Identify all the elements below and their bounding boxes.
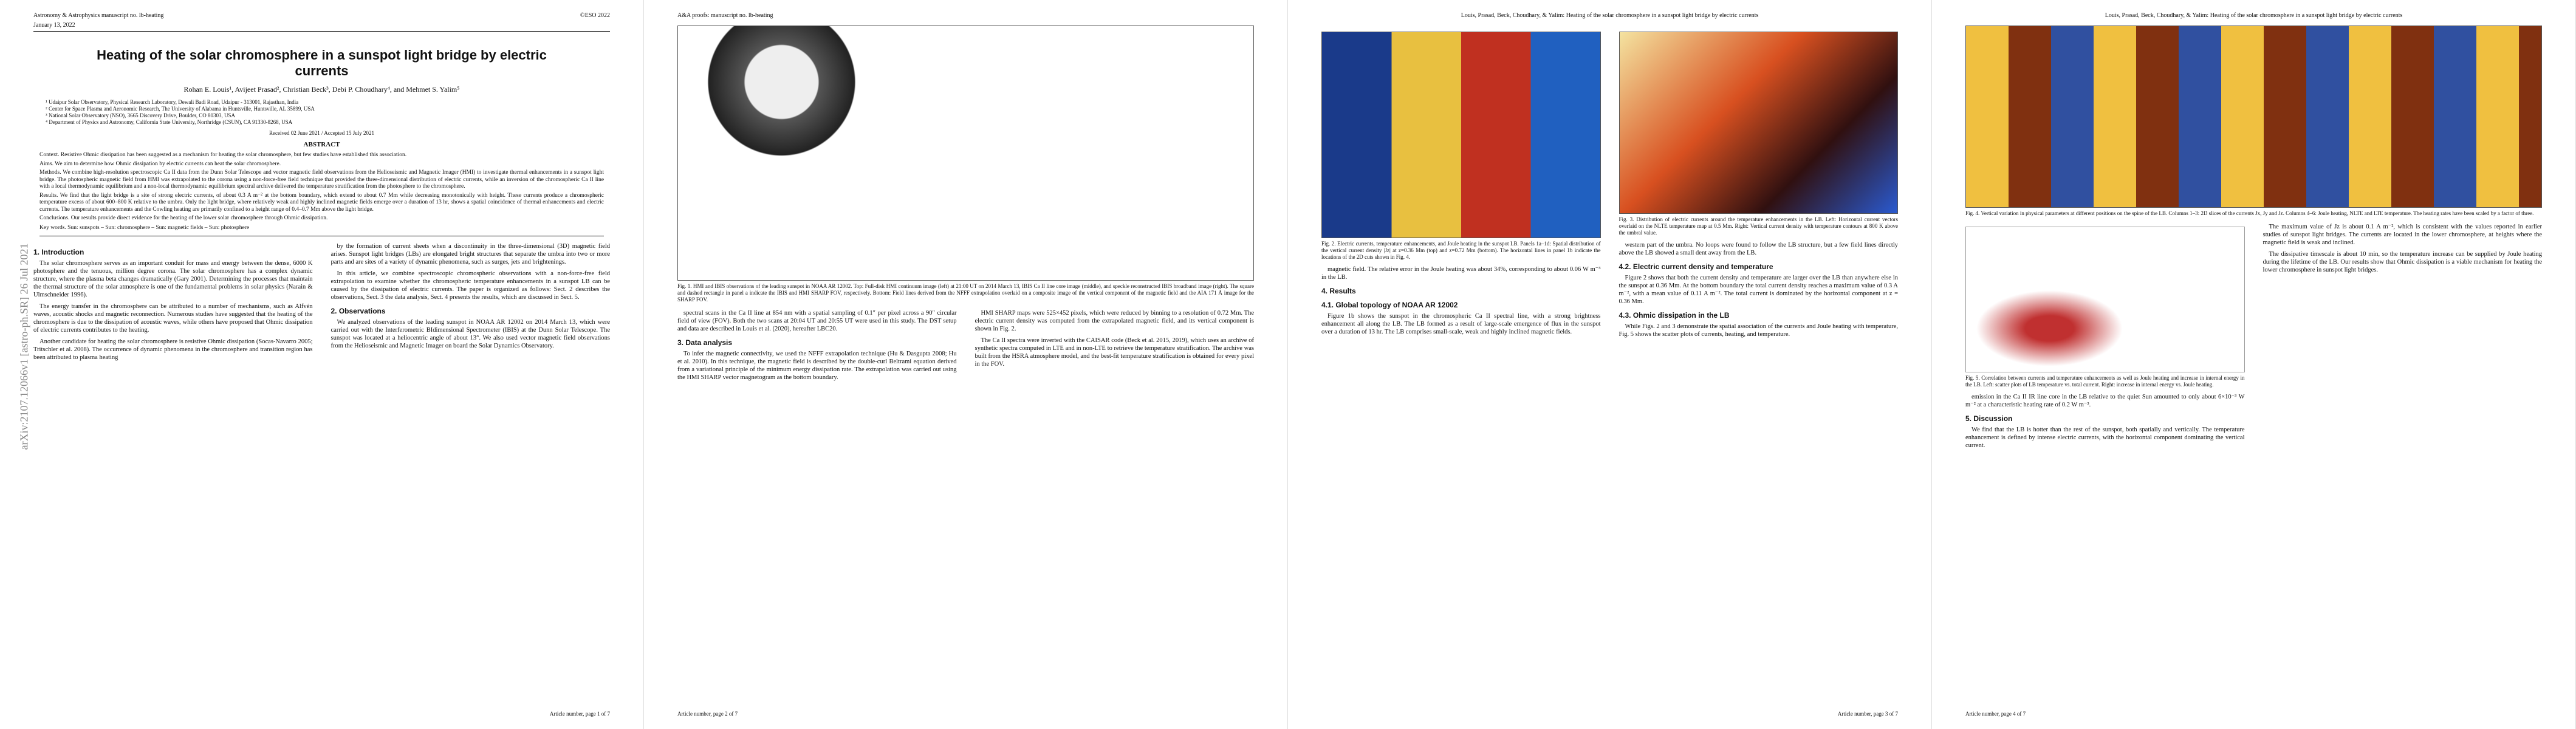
authors: Rohan E. Louis¹, Avijeet Prasad², Christ… [183, 85, 460, 94]
keywords: Key words. Sun: sunspots – Sun: chromosp… [39, 225, 604, 236]
paragraph: emission in the Ca II IR line core in th… [1965, 394, 2245, 408]
paragraph: The Ca II spectra were inverted with the… [975, 337, 1255, 368]
columns: 1. Introduction The solar chromosphere se… [33, 242, 610, 365]
column: HMI SHARP maps were 525×452 pixels, whic… [975, 309, 1255, 385]
figure: Fig. 4. Vertical variation in physical p… [1965, 26, 2542, 217]
figure: Fig. 3. Distribution of electric current… [1619, 32, 1899, 236]
column: Fig. 3. Distribution of electric current… [1619, 28, 1899, 342]
title: Heating of the solar chromosphere in a s… [97, 47, 547, 78]
figure: Fig. 5. Correlation between currents and… [1965, 227, 2245, 388]
abstract-paragraph: Results. We find that the light bridge i… [39, 192, 604, 213]
affiliation: ⁴ Department of Physics and Astronomy, C… [46, 119, 293, 125]
page-header: A&A proofs: manuscript no. lb-heating [677, 12, 1254, 22]
figure: Fig. 2. Electric currents, temperature e… [1321, 32, 1601, 261]
header-right: ©ESO 2022 [580, 12, 610, 19]
paragraph: The dissipative timescale is about 10 mi… [2263, 251, 2543, 273]
page: Louis, Prasad, Beck, Choudhary, & Yalim:… [1932, 0, 2576, 729]
abstract-paragraph: Conclusions. Our results provide direct … [39, 215, 328, 221]
abstract-paragraph: Methods. We combine high-resolution spec… [39, 169, 604, 190]
page: arXiv:2107.12066v1 [astro-ph.SR] 26 Jul … [0, 0, 644, 729]
figure-image [677, 26, 1254, 281]
arxiv-id: arXiv:2107.12066v1 [astro-ph.SR] 26 Jul … [18, 243, 30, 450]
section-heading: 2. Observations [331, 306, 386, 315]
header-left: Astronomy & Astrophysics manuscript no. … [33, 12, 164, 19]
columns: Fig. 2. Electric currents, temperature e… [1321, 28, 1898, 342]
paragraph: We analyzed observations of the leading … [331, 318, 611, 349]
section-heading: 3. Data analysis [677, 338, 733, 347]
section-heading: 4.1. Global topology of NOAA AR 12002 [1321, 301, 1458, 309]
section-heading: 5. Discussion [1965, 414, 2013, 423]
paragraph: We find that the LB is hotter than the r… [1965, 426, 2245, 449]
abstract-paragraph: Context. Resistive Ohmic dissipation has… [39, 152, 407, 158]
page-header: Astronomy & Astrophysics manuscript no. … [33, 12, 610, 22]
paragraph: HMI SHARP maps were 525×452 pixels, whic… [975, 310, 1255, 332]
column: Fig. 5. Correlation between currents and… [1965, 223, 2245, 453]
paragraph: western part of the umbra. No loops were… [1619, 242, 1899, 256]
paragraph: While Figs. 2 and 3 demonstrate the spat… [1619, 323, 1899, 338]
section-heading: 4.3. Ohmic dissipation in the LB [1619, 311, 1730, 320]
figure-image [1965, 26, 2542, 208]
figure-caption: Fig. 5. Correlation between currents and… [1965, 375, 2245, 388]
received: Received 02 June 2021 / Accepted 15 July… [269, 130, 374, 136]
paragraph: The energy transfer in the chromosphere … [33, 303, 313, 334]
section-heading: 1. Introduction [33, 247, 84, 256]
page-header: Louis, Prasad, Beck, Choudhary, & Yalim:… [1461, 12, 1759, 19]
figure-caption: Fig. 3. Distribution of electric current… [1619, 216, 1899, 236]
column: spectral scans in the Ca II line at 854 … [677, 309, 957, 385]
paragraph: by the formation of current sheets when … [331, 242, 611, 265]
paragraph: Figure 1b shows the sunspot in the chrom… [1321, 313, 1601, 335]
paragraph: In this article, we combine spectroscopi… [331, 270, 611, 301]
column: 1. Introduction The solar chromosphere se… [33, 242, 313, 365]
page-footer: Article number, page 3 of 7 [1837, 711, 1898, 717]
date: January 13, 2022 [33, 22, 610, 32]
page: A&A proofs: manuscript no. lb-heating Fig… [644, 0, 1288, 729]
header-left: A&A proofs: manuscript no. lb-heating [677, 12, 773, 19]
affiliation: ³ National Solar Observatory (NSO), 3665… [46, 112, 236, 118]
page-header: Louis, Prasad, Beck, Choudhary, & Yalim:… [2105, 12, 2403, 19]
figure-caption: Fig. 4. Vertical variation in physical p… [1965, 210, 2534, 216]
page-footer: Article number, page 4 of 7 [1965, 711, 2026, 717]
page: Louis, Prasad, Beck, Choudhary, & Yalim:… [1288, 0, 1932, 729]
page-footer: Article number, page 2 of 7 [677, 711, 738, 717]
figure-image [1321, 32, 1601, 238]
page-footer: Article number, page 1 of 7 [549, 711, 610, 717]
paragraph: Another candidate for heating the solar … [33, 338, 313, 361]
paragraph: The maximum value of Jz is about 0.1 A m… [2263, 224, 2543, 246]
column: The maximum value of Jz is about 0.1 A m… [2263, 223, 2543, 453]
columns: spectral scans in the Ca II line at 854 … [677, 309, 1254, 385]
affiliation: ² Center for Space Plasma and Aeronomic … [46, 106, 315, 112]
paragraph: The solar chromosphere serves as an impo… [33, 259, 313, 298]
paragraph: Figure 2 shows that both the current den… [1619, 275, 1899, 305]
paragraph: magnetic field. The relative error in th… [1321, 266, 1601, 281]
section-heading: 4.2. Electric current density and temper… [1619, 262, 1773, 271]
figure-caption: Fig. 1. HMI and IBIS observations of the… [677, 283, 1254, 303]
figure-image [1965, 227, 2245, 372]
paragraph: spectral scans in the Ca II line at 854 … [677, 310, 957, 332]
abstract-paragraph: Aims. We aim to determine how Ohmic diss… [39, 160, 281, 167]
figure-image [1619, 32, 1898, 214]
columns: Fig. 5. Correlation between currents and… [1965, 223, 2542, 453]
figure: Fig. 1. HMI and IBIS observations of the… [677, 26, 1254, 303]
paragraph: To infer the magnetic connectivity, we u… [677, 351, 957, 381]
column: Fig. 2. Electric currents, temperature e… [1321, 28, 1601, 342]
abstract-heading: ABSTRACT [303, 141, 340, 148]
figure-caption: Fig. 2. Electric currents, temperature e… [1321, 241, 1601, 260]
column: by the formation of current sheets when … [331, 242, 611, 365]
section-heading: 4. Results [1321, 287, 1356, 295]
affiliation: ¹ Udaipur Solar Observatory, Physical Re… [46, 99, 299, 105]
